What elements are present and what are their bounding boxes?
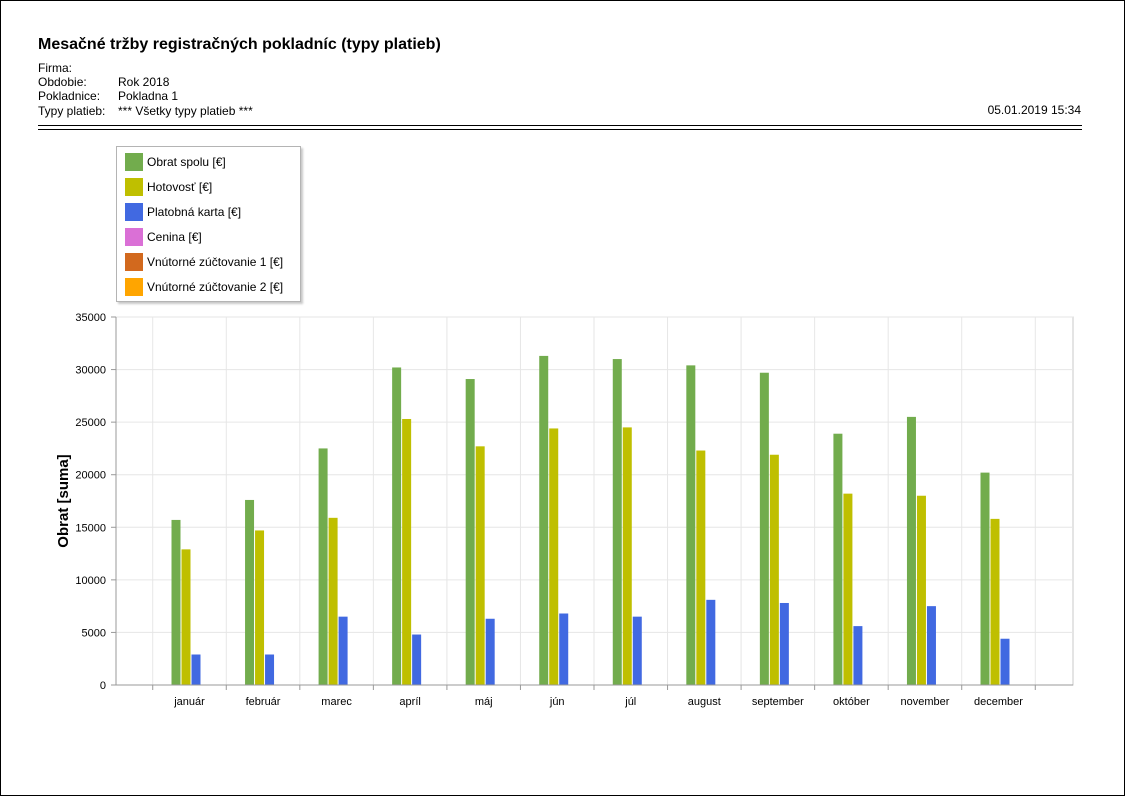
legend-label: Cenina [€] bbox=[147, 230, 202, 244]
legend-swatch bbox=[125, 228, 143, 246]
legend-item-obrat-spolu: Obrat spolu [€] bbox=[125, 153, 226, 171]
legend-item-vnutorne-zuctovanie-2: Vnútorné zúčtovanie 2 [€] bbox=[125, 278, 283, 296]
legend-item-platobna-karta: Platobná karta [€] bbox=[125, 203, 241, 221]
header-rule-top bbox=[38, 125, 1082, 126]
meta-label: Pokladnice: bbox=[38, 89, 101, 103]
legend-swatch bbox=[125, 278, 143, 296]
legend-label: Hotovosť [€] bbox=[147, 180, 213, 194]
meta-value: Rok 2018 bbox=[118, 75, 170, 89]
legend-item-hotovost: Hotovosť [€] bbox=[125, 178, 212, 196]
legend-swatch bbox=[125, 203, 143, 221]
chart-legend: Obrat spolu [€] Hotovosť [€] Platobná ka… bbox=[116, 146, 301, 302]
legend-label: Platobná karta [€] bbox=[147, 205, 242, 219]
legend-swatch bbox=[125, 178, 143, 196]
meta-label: Typy platieb: bbox=[38, 104, 106, 118]
header-rule-bottom bbox=[38, 129, 1082, 130]
legend-swatch bbox=[125, 253, 143, 271]
report-timestamp: 05.01.2019 15:34 bbox=[987, 103, 1081, 117]
meta-value: Pokladna 1 bbox=[118, 89, 179, 103]
meta-label: Obdobie: bbox=[38, 75, 87, 89]
meta-row-obdobie: Obdobie: Rok 2018 bbox=[38, 75, 169, 90]
legend-label: Vnútorné zúčtovanie 1 [€] bbox=[147, 255, 284, 269]
legend-item-vnutorne-zuctovanie-1: Vnútorné zúčtovanie 1 [€] bbox=[125, 253, 283, 271]
report-title: Mesačné tržby registračných pokladníc (t… bbox=[38, 36, 441, 53]
meta-row-typy-platieb: Typy platieb: *** Všetky typy platieb *** bbox=[38, 104, 253, 119]
legend-label: Vnútorné zúčtovanie 2 [€] bbox=[147, 280, 284, 294]
legend-swatch bbox=[125, 153, 143, 171]
meta-row-pokladnice: Pokladnice: Pokladna 1 bbox=[38, 89, 178, 104]
meta-label: Firma: bbox=[38, 61, 72, 75]
legend-label: Obrat spolu [€] bbox=[147, 155, 226, 169]
legend-item-cenina: Cenina [€] bbox=[125, 228, 202, 246]
meta-value: *** Všetky typy platieb *** bbox=[118, 104, 253, 118]
meta-row-firma: Firma: bbox=[38, 61, 118, 76]
